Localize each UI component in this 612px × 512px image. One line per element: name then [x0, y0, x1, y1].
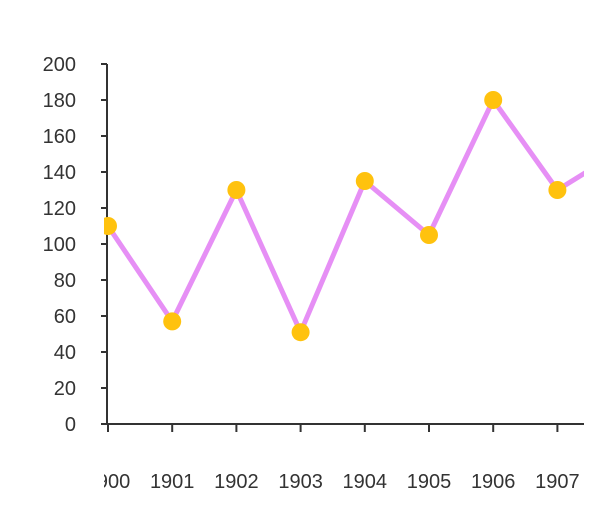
y-tick-label: 140: [43, 162, 76, 184]
y-tick-label: 180: [43, 90, 76, 112]
plot-area: [99, 91, 584, 342]
series-line: [105, 97, 584, 335]
data-point[interactable]: [291, 323, 310, 342]
y-tick-label: 160: [43, 126, 76, 148]
data-point[interactable]: [548, 181, 567, 199]
data-point[interactable]: [484, 91, 503, 109]
x-tick-label: 1905: [407, 471, 452, 493]
x-tick-label: 1904: [343, 471, 388, 493]
x-tick-label: 1907: [535, 471, 580, 493]
y-tick-label: 0: [65, 414, 76, 436]
y-axis: 0 20 40 60 80 100 120 140 160 180 200: [43, 54, 108, 436]
x-tick-label: 1903: [278, 471, 323, 493]
data-point[interactable]: [163, 312, 182, 331]
y-tick-label: 120: [43, 198, 76, 220]
data-point[interactable]: [227, 181, 246, 199]
y-tick-label: 40: [54, 342, 76, 364]
data-point[interactable]: [420, 226, 438, 244]
x-tick-label: 1900: [86, 471, 131, 493]
x-tick-label: 1906: [471, 471, 516, 493]
y-tick-label: 80: [54, 270, 76, 292]
x-axis: [107, 423, 584, 432]
x-tick-label: 1901: [150, 471, 195, 493]
x-tick-labels: 1900 1901 1902 1903 1904 1905 1906 1907 1908: [86, 471, 612, 493]
y-tick-label: 20: [54, 378, 76, 400]
data-point[interactable]: [99, 217, 117, 235]
y-tick-label: 60: [54, 306, 76, 328]
data-point[interactable]: [355, 172, 374, 190]
y-tick-label: 200: [43, 54, 76, 76]
x-tick-label: 1902: [214, 471, 259, 493]
x-tick-label: 1908: [599, 471, 612, 493]
y-tick-label: 100: [43, 234, 76, 256]
